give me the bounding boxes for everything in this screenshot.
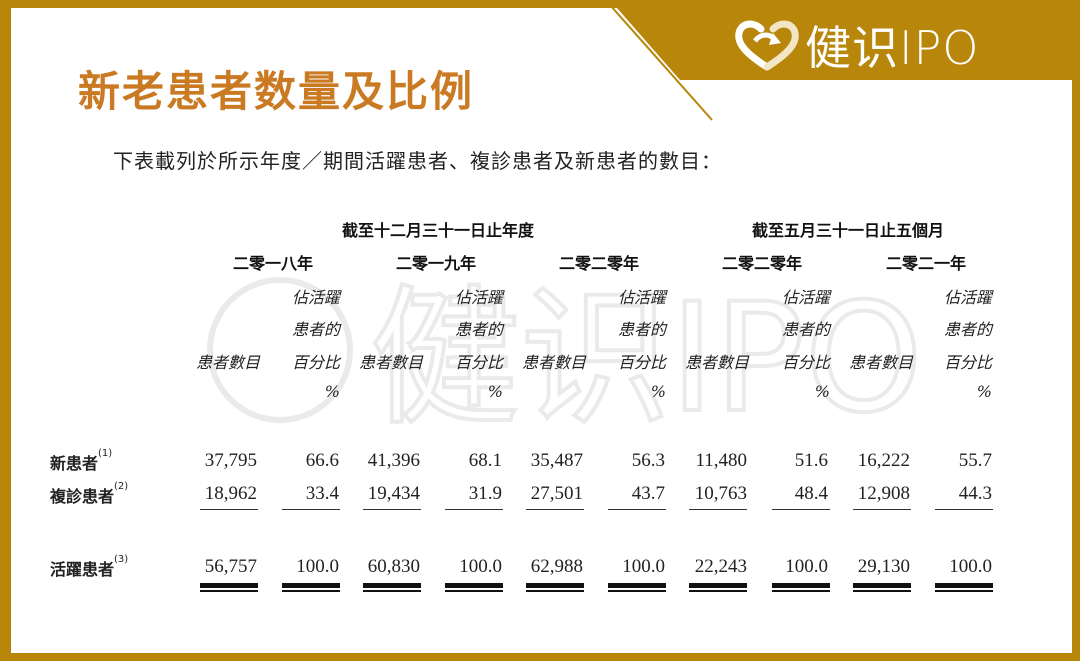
total-double-rule	[445, 583, 503, 592]
col-count-5m2021: 患者數目	[849, 353, 914, 372]
total-double-rule	[689, 583, 747, 592]
total-double-rule	[526, 583, 584, 592]
subtotal-rule	[200, 509, 258, 510]
total-double-rule	[200, 583, 258, 592]
period-2019: 二零一九年	[396, 254, 477, 273]
row-label-active-patients: 活躍患者(3)	[50, 554, 129, 579]
col-count-2020: 患者數目	[522, 353, 587, 372]
subtotal-rule	[608, 509, 666, 510]
subtotal-rule	[853, 509, 911, 510]
subtotal-rule	[445, 509, 503, 510]
brand-name: 健识IPO	[805, 21, 980, 75]
subtotal-rule	[689, 509, 747, 510]
total-double-rule	[853, 583, 911, 592]
total-double-rule	[772, 583, 830, 592]
total-double-rule	[363, 583, 421, 592]
content-frame	[11, 8, 1072, 653]
col-count-5m2020: 患者數目	[685, 353, 750, 372]
subtotal-rule	[935, 509, 993, 510]
row-label-new-patients: 新患者(1)	[50, 448, 113, 473]
period-2018: 二零一八年	[233, 254, 314, 273]
col-count-2018: 患者數目	[196, 353, 261, 372]
subtotal-rule	[363, 509, 421, 510]
total-double-rule	[282, 583, 340, 592]
total-double-rule	[935, 583, 993, 592]
subtotal-rule	[282, 509, 340, 510]
group-header-fy: 截至十二月三十一日止年度	[342, 221, 535, 240]
page-title: 新老患者数量及比例	[78, 67, 475, 116]
group-header-5m: 截至五月三十一日止五個月	[752, 221, 945, 240]
total-double-rule	[608, 583, 666, 592]
row-label-return-patients: 複診患者(2)	[50, 481, 129, 506]
period-5m2021: 二零二一年	[886, 254, 967, 273]
subtotal-rule	[772, 509, 830, 510]
brand-logo: 健识IPO	[735, 16, 980, 75]
period-2020: 二零二零年	[559, 254, 640, 273]
heart-arrows-logo-icon	[735, 20, 799, 71]
period-5m2020: 二零二零年	[722, 254, 803, 273]
subtotal-rule	[526, 509, 584, 510]
col-count-2019: 患者數目	[359, 353, 424, 372]
intro-text: 下表載列於所示年度／期間活躍患者、複診患者及新患者的數目：	[113, 149, 722, 173]
